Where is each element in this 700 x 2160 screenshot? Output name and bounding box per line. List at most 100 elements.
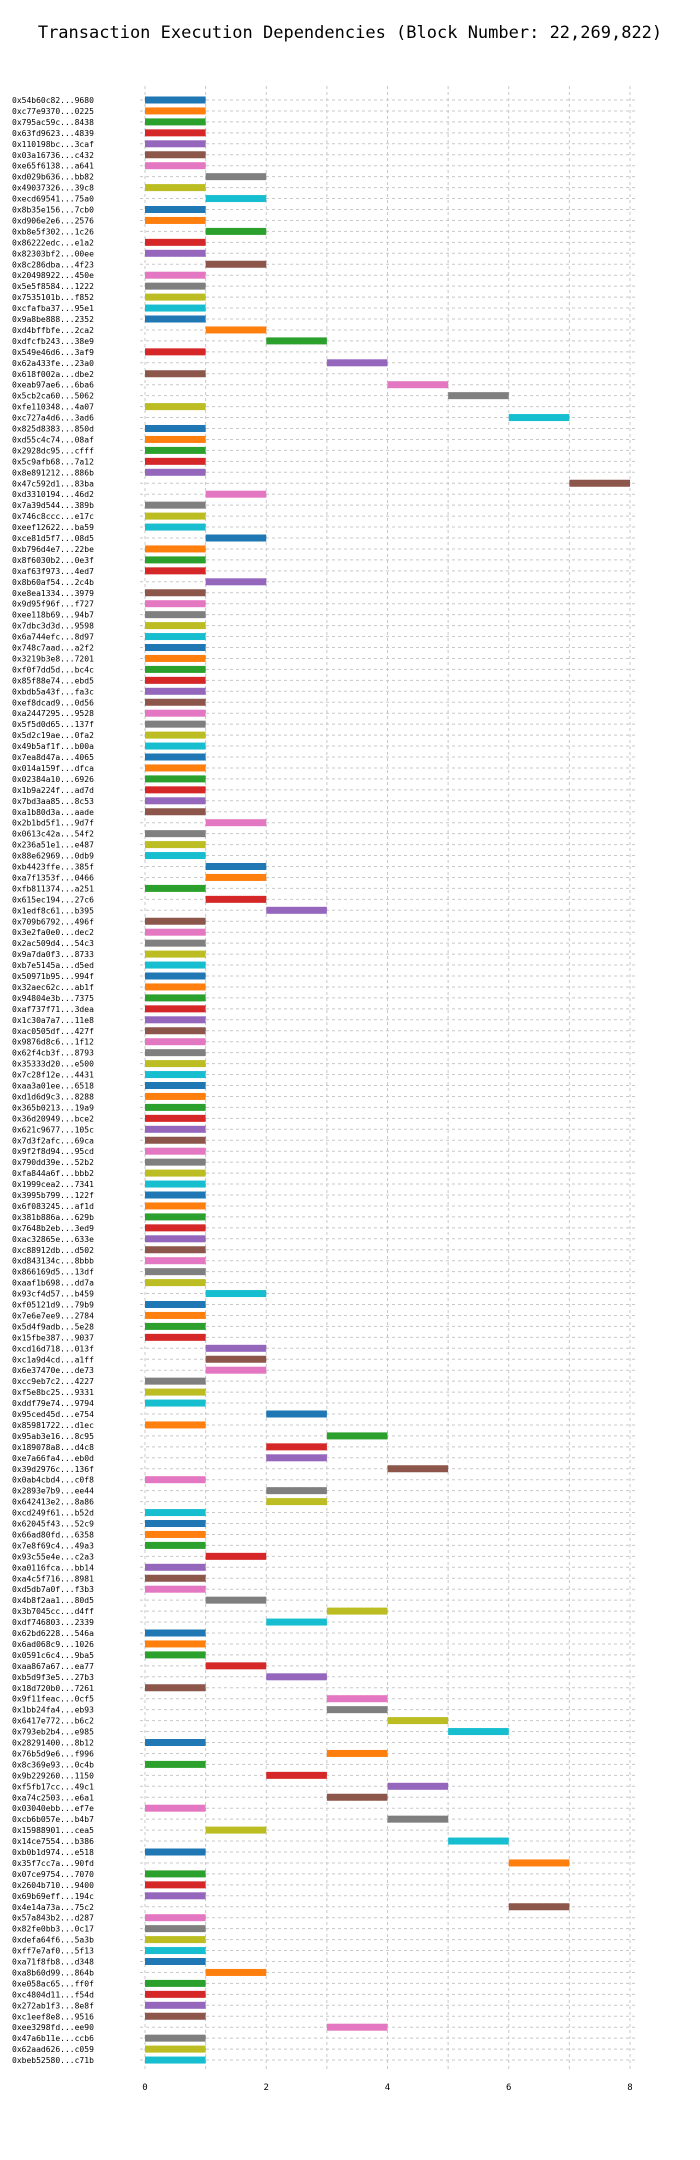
bar-139 (266, 1618, 327, 1626)
y-tick-label: 0x76b5d9e6...f996 (12, 1749, 94, 1758)
bar-30 (145, 425, 206, 432)
y-tick-label: 0x5c9afb68...7a12 (12, 457, 94, 466)
chart-title: Transaction Execution Dependencies (Bloc… (38, 23, 662, 43)
y-tick-label: 0x642413e2...8a86 (12, 1498, 94, 1507)
bar-174 (145, 2001, 206, 2009)
bar-6 (145, 162, 206, 170)
y-tick-label: 0x549e46d6...3af9 (12, 348, 94, 357)
bar-20 (145, 315, 206, 323)
y-tick-label: 0x6ad068c9...1026 (12, 1640, 94, 1649)
bar-42 (145, 556, 206, 564)
y-tick-label: 0x1bb24fa4...eb93 (12, 1706, 94, 1715)
y-tick-label: 0xdf746803...2339 (12, 1618, 94, 1627)
bar-141 (145, 1640, 206, 1648)
y-tick-label: 0x7ea8d47a...4065 (12, 753, 94, 762)
bar-15 (205, 260, 267, 268)
bar-39 (145, 523, 206, 531)
y-tick-label: 0x36d20949...bce2 (12, 1114, 94, 1123)
y-tick-label: 0xb8e5f302...1c26 (12, 227, 94, 236)
bar-107 (145, 1268, 206, 1276)
y-tick-label: 0x54b60c82...9680 (12, 96, 94, 105)
bar-37 (145, 501, 206, 509)
bar-57 (145, 720, 206, 728)
y-tick-label: 0xa71f8fb8...d348 (12, 1958, 94, 1967)
bar-27 (448, 392, 509, 400)
y-tick-label: 0x2893e7b9...ee44 (12, 1487, 94, 1496)
bar-103 (145, 1224, 206, 1232)
x-axis-ticks: 0 2 4 6 8 (142, 2083, 632, 2093)
bar-91 (145, 1092, 206, 1100)
y-tick-label: 0x0591c6c4...9ba5 (12, 1651, 94, 1660)
bar-88 (145, 1060, 206, 1068)
y-tick-label: 0xf5e8bc25...9331 (12, 1388, 94, 1397)
bar-166 (145, 1914, 206, 1922)
bar-28 (145, 403, 206, 411)
y-tick-label: 0xeef12622...ba59 (12, 523, 94, 532)
bar-138 (326, 1607, 388, 1615)
bar-25 (145, 370, 206, 378)
y-tick-label: 0xee3298fd...ee90 (12, 2023, 94, 2032)
y-tick-label: 0x7535101b...f852 (12, 293, 94, 302)
bar-162 (145, 1870, 206, 1878)
y-tick-label: 0xee118b69...94b7 (12, 611, 94, 620)
bar-173 (145, 1990, 206, 1998)
y-tick-label: 0xaaf1b698...dd7a (12, 1279, 94, 1288)
y-tick-label: 0x1c30a7a7...11e8 (12, 1016, 94, 1025)
bar-127 (266, 1487, 327, 1495)
y-tick-label: 0xd906e2e6...2576 (12, 216, 94, 225)
bar-132 (145, 1541, 206, 1549)
bar-7 (205, 173, 267, 181)
y-tick-label: 0xcfafba37...95e1 (12, 304, 94, 313)
x-tick-label: 6 (506, 2083, 511, 2093)
bar-124 (266, 1454, 327, 1462)
y-tick-label: 0x63fd9623...4839 (12, 129, 94, 138)
bar-148 (387, 1717, 449, 1725)
y-tick-label: 0x20498922...450e (12, 271, 94, 280)
y-tick-label: 0x15fbe387...9037 (12, 1333, 94, 1342)
y-tick-label: 0xbdb5a43f...fa3c (12, 687, 94, 696)
y-tick-label: 0x3b7045cc...d4ff (12, 1607, 94, 1616)
y-tick-label: 0x82fe0bb3...0c17 (12, 1925, 94, 1934)
bar-101 (145, 1202, 206, 1210)
bar-77 (145, 939, 206, 947)
y-tick-label: 0xef8dcad9...0d56 (12, 698, 94, 707)
bar-96 (145, 1147, 206, 1155)
y-tick-label: 0x35333d20...e500 (12, 1060, 94, 1069)
bar-69 (145, 852, 206, 860)
bar-160 (145, 1848, 206, 1856)
bar-140 (145, 1629, 206, 1637)
bar-56 (145, 709, 206, 717)
bar-13 (145, 238, 206, 246)
y-tick-label: 0xc1a9d4cd...a1ff (12, 1355, 94, 1364)
y-tick-label: 0x618f002a...dbe2 (12, 370, 94, 379)
bar-135 (145, 1574, 206, 1582)
y-tick-label: 0x381b886a...629b (12, 1213, 94, 1222)
y-tick-label: 0x32aec62c...ab1f (12, 983, 94, 992)
y-tick-label: 0x50971b95...994f (12, 972, 94, 981)
y-tick-label: 0xe65f6138...a641 (12, 162, 94, 171)
y-tick-label: 0x4e14a73a...75c2 (12, 1903, 94, 1912)
bar-115 (205, 1355, 267, 1363)
bar-110 (145, 1301, 206, 1308)
y-tick-label: 0x28291400...8b12 (12, 1739, 94, 1748)
bar-133 (205, 1552, 267, 1560)
bar-95 (145, 1136, 206, 1144)
bar-32 (145, 446, 206, 454)
x-tick-label: 0 (142, 2083, 147, 2093)
bar-154 (387, 1782, 449, 1790)
bar-67 (145, 830, 206, 838)
y-tick-label: 0xff7e7af0...5f13 (12, 1947, 94, 1956)
y-tick-label: 0xc77e9370...0225 (12, 107, 94, 116)
bar-54 (145, 687, 206, 695)
bar-143 (205, 1662, 267, 1670)
y-tick-label: 0x18d720b0...7261 (12, 1684, 94, 1693)
y-tick-label: 0x69b69eff...194c (12, 1892, 94, 1901)
bar-49 (145, 633, 206, 641)
bar-71 (205, 873, 267, 881)
bar-26 (387, 381, 449, 389)
bar-76 (145, 928, 206, 936)
y-tick-label: 0xdfcfb243...38e9 (12, 337, 94, 346)
bar-62 (145, 775, 206, 783)
x-tick-label: 8 (627, 2083, 632, 2093)
